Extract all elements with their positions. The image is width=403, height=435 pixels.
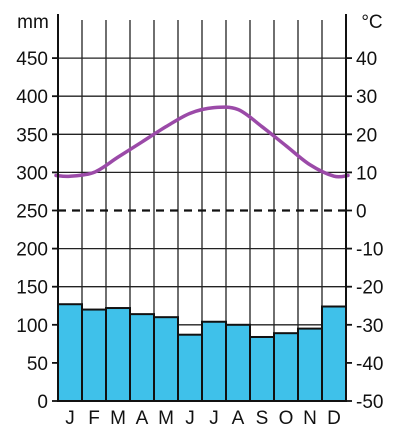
temp-tick-label: 0 <box>356 202 367 223</box>
precip-tick-label: 300 <box>16 163 48 184</box>
precip-bar <box>201 320 227 403</box>
month-label: F <box>88 408 100 429</box>
precip-bar <box>249 335 275 403</box>
precip-tick-label: 350 <box>16 125 48 146</box>
precip-bar <box>153 316 179 402</box>
precip-tick-label: 0 <box>37 392 48 413</box>
month-label: J <box>209 408 219 429</box>
month-label: A <box>232 408 245 429</box>
precip-bar <box>273 332 299 403</box>
month-label: J <box>185 408 195 429</box>
month-label: D <box>327 408 341 429</box>
precip-bar <box>81 308 107 402</box>
month-label: J <box>65 408 75 429</box>
precip-bar <box>177 333 203 402</box>
precip-tick-label: 450 <box>16 49 48 70</box>
precip-bar <box>57 303 83 403</box>
month-label: N <box>303 408 317 429</box>
precip-bar <box>105 307 131 403</box>
precip-tick-label: 200 <box>16 240 48 261</box>
precip-tick-label: 150 <box>16 278 48 299</box>
precip-tick-label: 400 <box>16 87 48 108</box>
temp-tick-label: -20 <box>356 278 383 299</box>
precip-tick-label: 50 <box>27 354 48 375</box>
temp-tick-label: 10 <box>356 163 377 184</box>
temp-tick-label: 40 <box>356 49 377 70</box>
month-label: M <box>110 408 126 429</box>
temp-tick-label: -40 <box>356 354 383 375</box>
precip-unit-label: mm <box>17 12 49 33</box>
precip-bar <box>321 305 347 402</box>
temp-tick-label: -50 <box>356 392 383 413</box>
precip-tick-label: 100 <box>16 316 48 337</box>
precipitation-bars <box>57 303 347 403</box>
month-label: M <box>158 408 174 429</box>
precip-bar <box>297 327 323 402</box>
temp-tick-label: 30 <box>356 87 377 108</box>
month-label: O <box>279 408 294 429</box>
month-label: A <box>136 408 149 429</box>
temp-tick-label: -30 <box>356 316 383 337</box>
temp-unit-label: °C <box>361 12 382 33</box>
temp-tick-label: -10 <box>356 240 383 261</box>
month-label: S <box>256 408 269 429</box>
precip-bar <box>225 323 251 402</box>
precip-bar <box>129 313 155 402</box>
temp-tick-label: 20 <box>356 125 377 146</box>
precip-tick-label: 250 <box>16 202 48 223</box>
temperature-line <box>54 105 350 179</box>
